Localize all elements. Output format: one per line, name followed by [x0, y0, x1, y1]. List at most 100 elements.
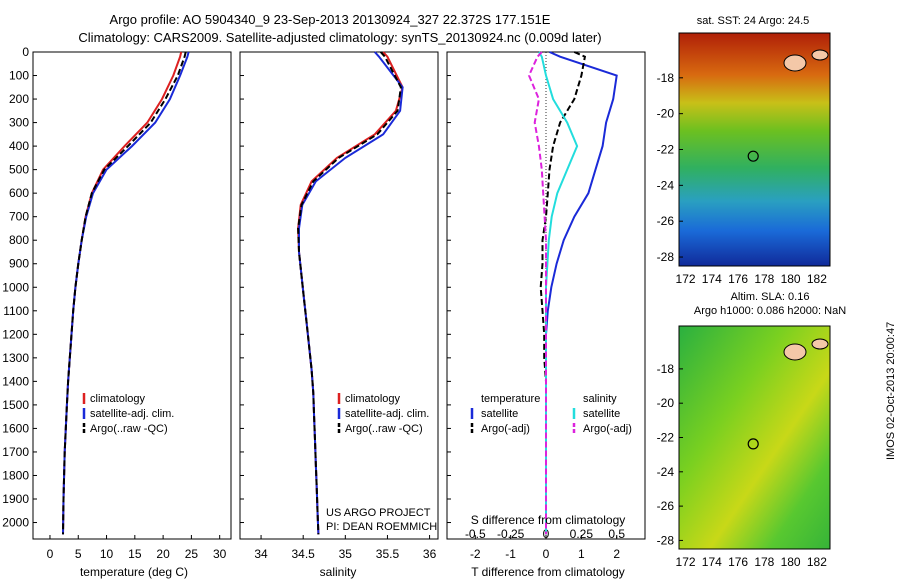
salinity-x-axis: 34 34.5 35 35.5 36 — [254, 535, 437, 561]
x-tick-label: 35 — [339, 547, 353, 561]
lat-tick-label: -20 — [657, 107, 675, 121]
x-tick-label: 30 — [213, 547, 227, 561]
lat-tick-label: -22 — [657, 143, 675, 157]
series-line-climatology — [62, 51, 183, 535]
x-tick-label: 0 — [543, 547, 550, 561]
x-tick-label: 0 — [47, 547, 54, 561]
depth-tick-label: 300 — [9, 116, 29, 130]
depth-tick-label: 1000 — [2, 280, 29, 294]
depth-tick-label: 200 — [9, 92, 29, 106]
s-tick-label: 0.5 — [608, 527, 625, 541]
depth-tick-label: 100 — [9, 69, 29, 83]
legend-climatology: climatology — [90, 393, 146, 405]
legend-t-argo: Argo(-adj) — [481, 423, 530, 435]
depth-tick-label: 1200 — [2, 327, 29, 341]
series-line-argo-adj- — [527, 51, 547, 535]
x-tick-label: 10 — [100, 547, 114, 561]
depth-tick-label: 1400 — [2, 374, 29, 388]
s-tick-label: -0.5 — [465, 527, 486, 541]
x-tick-label: 2 — [613, 547, 620, 561]
lat-tick-label: -28 — [657, 250, 675, 264]
depth-tick-label: 900 — [9, 257, 29, 271]
legend-s-argo: Argo(-adj) — [583, 423, 632, 435]
legend-title-temperature: temperature — [481, 393, 540, 405]
salinity-xlabel: salinity — [320, 565, 357, 579]
legend-climatology: climatology — [345, 393, 401, 405]
lat-tick-label: -18 — [657, 71, 675, 85]
temperature-series — [62, 51, 190, 535]
lat-tick-label: -20 — [657, 396, 675, 410]
depth-axis: 0 100 200 300 400 500 600 700 800 900 1000 1100 1200… — [2, 45, 451, 530]
fiji-island-sla — [783, 343, 807, 361]
figure-title-line2: Climatology: CARS2009. Satellite-adjuste… — [78, 30, 601, 45]
x-tick-label: 5 — [75, 547, 82, 561]
legend-argo: Argo(..raw -QC) — [90, 423, 168, 435]
lon-tick-label: 174 — [702, 272, 722, 286]
x-tick-label: -1 — [505, 547, 516, 561]
lat-tick-label: -28 — [657, 533, 675, 547]
legend-argo: Argo(..raw -QC) — [345, 423, 423, 435]
lat-tick-label: -24 — [657, 465, 675, 479]
lon-tick-label: 178 — [754, 555, 774, 569]
x-tick-label: 36 — [423, 547, 437, 561]
difference-legend: temperature salinity satellite Argo(-adj… — [470, 393, 632, 435]
depth-tick-label: 600 — [9, 186, 29, 200]
sla-map-axes: 172 174 176 178 180 182 -18 -20 -22 -24 -26 -28 — [657, 362, 828, 569]
legend-t-satellite: satellite — [481, 408, 518, 420]
figure-title-line1: Argo profile: AO 5904340_9 23-Sep-2013 2… — [110, 12, 551, 27]
x-tick-label: 25 — [185, 547, 199, 561]
lat-tick-label: -26 — [657, 499, 675, 513]
sla-map — [678, 325, 831, 550]
salinity-legend: climatology satellite-adj. clim. Argo(..… — [326, 393, 437, 533]
temperature-panel-frame — [32, 51, 232, 540]
depth-tick-label: 700 — [9, 210, 29, 224]
depth-tick-label: 1500 — [2, 398, 29, 412]
t-difference-xlabel: T difference from climatology — [471, 565, 625, 579]
lon-tick-label: 180 — [781, 555, 801, 569]
imos-timestamp: IMOS 02-Oct-2013 20:00:47 — [885, 322, 897, 460]
depth-tick-label: 0 — [22, 45, 29, 59]
lat-tick-label: -24 — [657, 178, 675, 192]
difference-series — [527, 51, 618, 539]
lon-tick-label: 182 — [807, 555, 827, 569]
lon-tick-label: 174 — [702, 555, 722, 569]
sst-map-title: sat. SST: 24 Argo: 24.5 — [697, 15, 810, 27]
depth-tick-label: 500 — [9, 163, 29, 177]
lon-tick-label: 172 — [676, 272, 696, 286]
lon-tick-label: 176 — [728, 555, 748, 569]
lat-tick-label: -22 — [657, 431, 675, 445]
lon-tick-label: 172 — [676, 555, 696, 569]
depth-tick-label: 800 — [9, 233, 29, 247]
credit-pi: PI: DEAN ROEMMICH — [326, 521, 437, 533]
sst-map — [678, 32, 831, 267]
argo-position-marker — [747, 438, 759, 450]
series-line-satellite — [538, 51, 579, 535]
depth-tick-label: 1100 — [3, 304, 29, 318]
legend-satellite-adj: satellite-adj. clim. — [90, 408, 174, 420]
lat-tick-label: -26 — [657, 214, 675, 228]
x-tick-label: 35.5 — [376, 547, 400, 561]
sla-map-title2: Argo h1000: 0.086 h2000: NaN — [694, 305, 846, 317]
sst-field — [679, 33, 830, 266]
x-tick-label: 34.5 — [292, 547, 316, 561]
credit-project: US ARGO PROJECT — [326, 507, 431, 519]
depth-tick-label: 1800 — [2, 468, 29, 482]
series-line-argo-raw-qc- — [62, 51, 187, 535]
series-line-satellite — [545, 51, 618, 535]
argo-position-marker — [747, 150, 759, 162]
lon-tick-label: 178 — [754, 272, 774, 286]
vanua-levu-sla — [811, 338, 829, 350]
legend-title-salinity: salinity — [583, 393, 617, 405]
lon-tick-label: 182 — [807, 272, 827, 286]
depth-tick-label: 2000 — [2, 516, 29, 530]
sla-map-title1: Altim. SLA: 0.16 — [731, 291, 810, 303]
lon-tick-label: 176 — [728, 272, 748, 286]
sla-field — [679, 326, 830, 549]
s-tick-label: 0.25 — [570, 527, 594, 541]
depth-tick-label: 1900 — [2, 492, 29, 506]
x-tick-label: 34 — [254, 547, 268, 561]
s-difference-label: S difference from climatology — [471, 513, 626, 527]
s-tick-label: -0.25 — [497, 527, 525, 541]
x-tick-label: 15 — [128, 547, 142, 561]
